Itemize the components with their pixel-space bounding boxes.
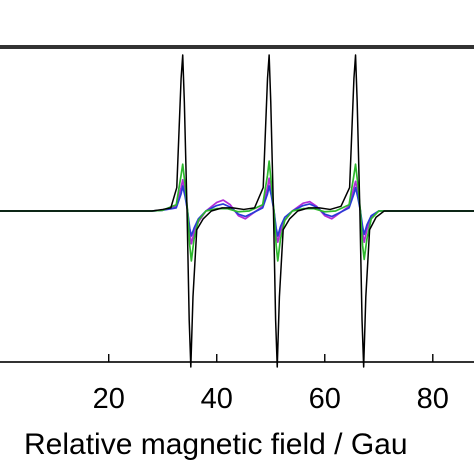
x-axis-ticks	[108, 354, 434, 362]
x-tick-label-80: 80	[417, 383, 449, 415]
x-tick-label-20: 20	[93, 383, 125, 415]
plot-frame	[0, 47, 474, 363]
upper-panel-strip	[0, 45, 474, 47]
series-line-0	[0, 54, 474, 368]
upper-panel-border	[0, 45, 474, 47]
series-layer	[0, 54, 474, 368]
plot-border	[0, 47, 474, 363]
x-axis-tick-labels: 20 40 60 80	[93, 383, 449, 415]
x-axis-title: Relative magnetic field / Gau	[24, 428, 408, 461]
x-tick-label-60: 60	[309, 383, 341, 415]
x-tick-label-40: 40	[201, 383, 233, 415]
